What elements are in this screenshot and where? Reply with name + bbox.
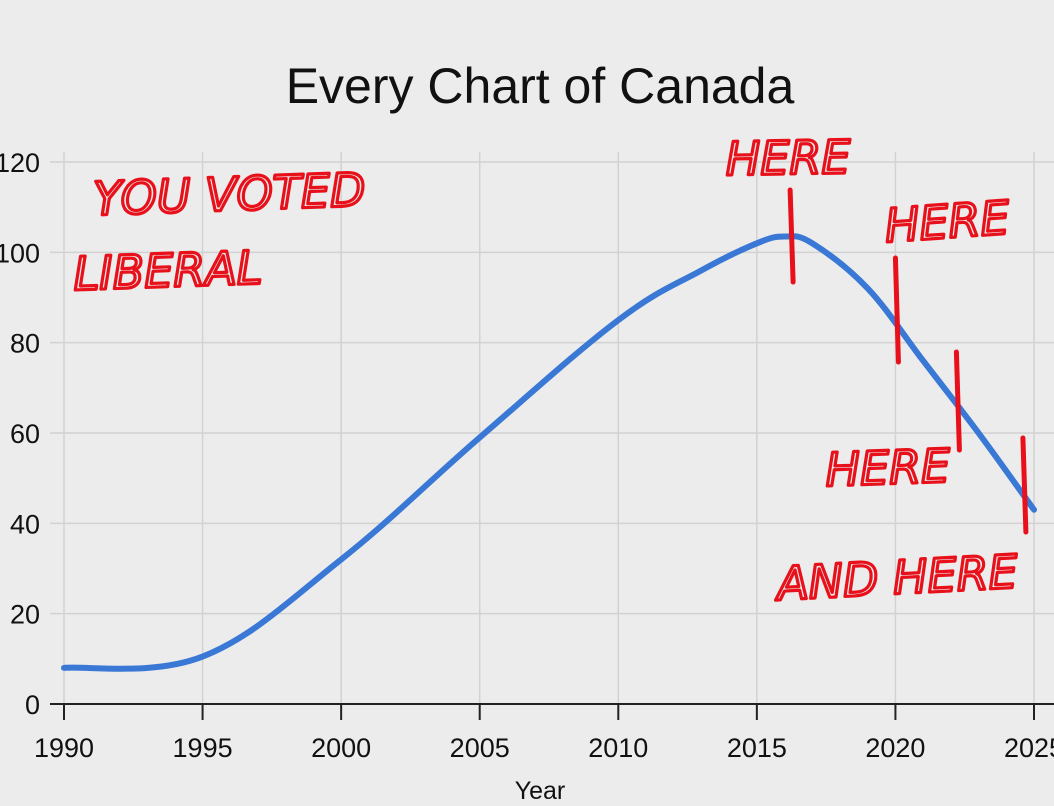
series-layer bbox=[61, 233, 1037, 672]
annotation-layer: YOU VOTED LIBERAL HERE HERE HERE AND HERE bbox=[71, 128, 1029, 613]
annotation-mark bbox=[787, 187, 796, 285]
y-tick-label: 120 bbox=[0, 148, 40, 178]
x-tick-label: 2015 bbox=[727, 733, 787, 763]
annotation-text: HERE bbox=[725, 130, 851, 186]
annotation-text: AND HERE bbox=[773, 544, 1019, 611]
x-tick-label: 2005 bbox=[450, 733, 510, 763]
y-tick-label: 80 bbox=[10, 329, 40, 359]
x-tick-label: 1995 bbox=[173, 733, 233, 763]
annotation-mark bbox=[953, 349, 962, 453]
annotation-text: LIBERAL bbox=[72, 240, 263, 301]
y-tick-label: 60 bbox=[10, 419, 40, 449]
x-axis: 1990 1995 2000 2005 2010 2015 2020 2025 bbox=[34, 704, 1054, 763]
x-axis-label: Year bbox=[515, 777, 566, 805]
annotation-mark bbox=[1020, 435, 1029, 535]
y-tick-label: 100 bbox=[0, 238, 40, 268]
annotation-mark bbox=[892, 255, 901, 365]
x-tick-label: 1990 bbox=[34, 733, 94, 763]
chart-title: Every Chart of Canada bbox=[286, 58, 795, 114]
y-axis: 0 20 40 60 80 100 120 bbox=[0, 148, 40, 720]
annotation-text: HERE bbox=[883, 190, 1011, 253]
x-tick-label: 2020 bbox=[865, 733, 925, 763]
series-line bbox=[61, 233, 1037, 672]
x-tick-label: 2000 bbox=[311, 733, 371, 763]
y-tick-label: 40 bbox=[10, 509, 40, 539]
annotation-text: YOU VOTED bbox=[92, 163, 366, 226]
x-tick-label: 2025 bbox=[1004, 733, 1054, 763]
y-tick-label: 20 bbox=[10, 600, 40, 630]
annotation-text: HERE bbox=[824, 439, 950, 497]
y-tick-label: 0 bbox=[25, 690, 40, 720]
x-tick-label: 2010 bbox=[588, 733, 648, 763]
